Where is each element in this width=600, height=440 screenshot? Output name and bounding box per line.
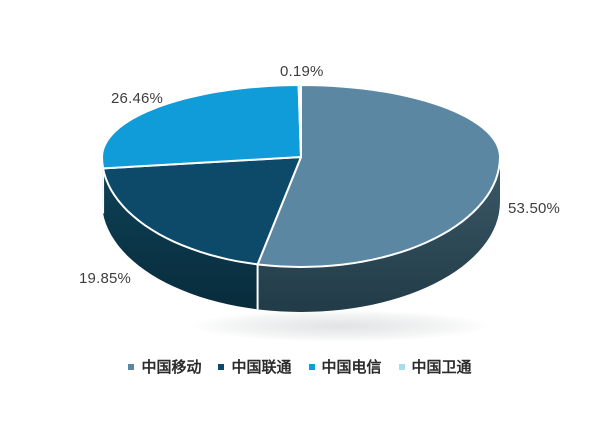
legend-item-china-unicom: 中国联通 [218, 356, 292, 377]
legend-item-china-satcom: 中国卫通 [398, 356, 472, 377]
data-label-china-satcom: 0.19% [280, 63, 324, 80]
legend-marker-icon [308, 363, 315, 370]
data-label-china-telecom: 26.46% [111, 90, 164, 107]
legend-marker-icon [398, 363, 405, 370]
legend-label: 中国电信 [321, 359, 382, 376]
legend-label: 中国移动 [141, 359, 202, 376]
legend-marker-icon [128, 363, 135, 370]
legend-marker-icon [218, 363, 225, 370]
legend: 中国移动 中国联通 中国电信 中国卫通 [0, 356, 600, 377]
pie-3d-graphic [101, 84, 501, 342]
data-label-china-unicom: 19.85% [79, 270, 132, 287]
legend-label: 中国联通 [231, 359, 292, 376]
data-label-china-mobile: 53.50% [508, 200, 561, 217]
legend-item-china-telecom: 中国电信 [308, 356, 382, 377]
legend-label: 中国卫通 [411, 359, 472, 376]
legend-item-china-mobile: 中国移动 [128, 356, 201, 377]
